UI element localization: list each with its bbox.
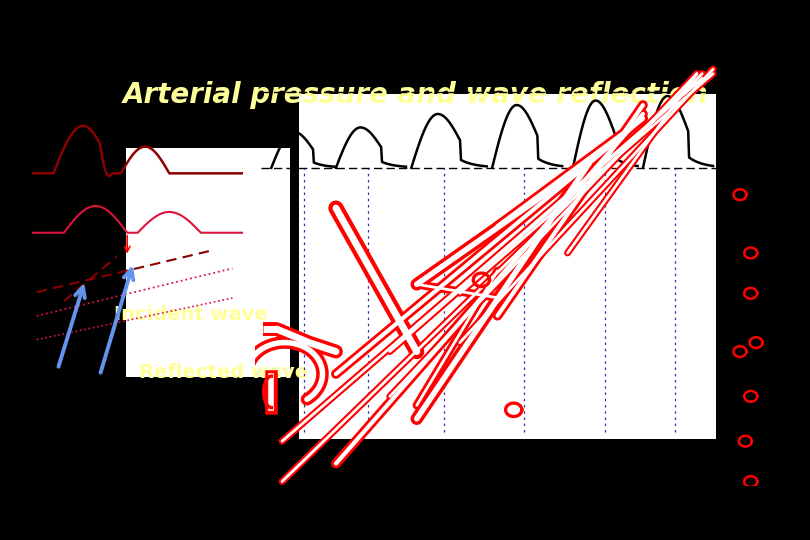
Text: Reflected wave: Reflected wave — [139, 363, 308, 382]
Bar — [299, 94, 717, 439]
Bar — [126, 148, 290, 377]
Text: Arterial pressure and wave reflection: Arterial pressure and wave reflection — [122, 82, 708, 110]
Text: Incident wave: Incident wave — [113, 305, 267, 324]
